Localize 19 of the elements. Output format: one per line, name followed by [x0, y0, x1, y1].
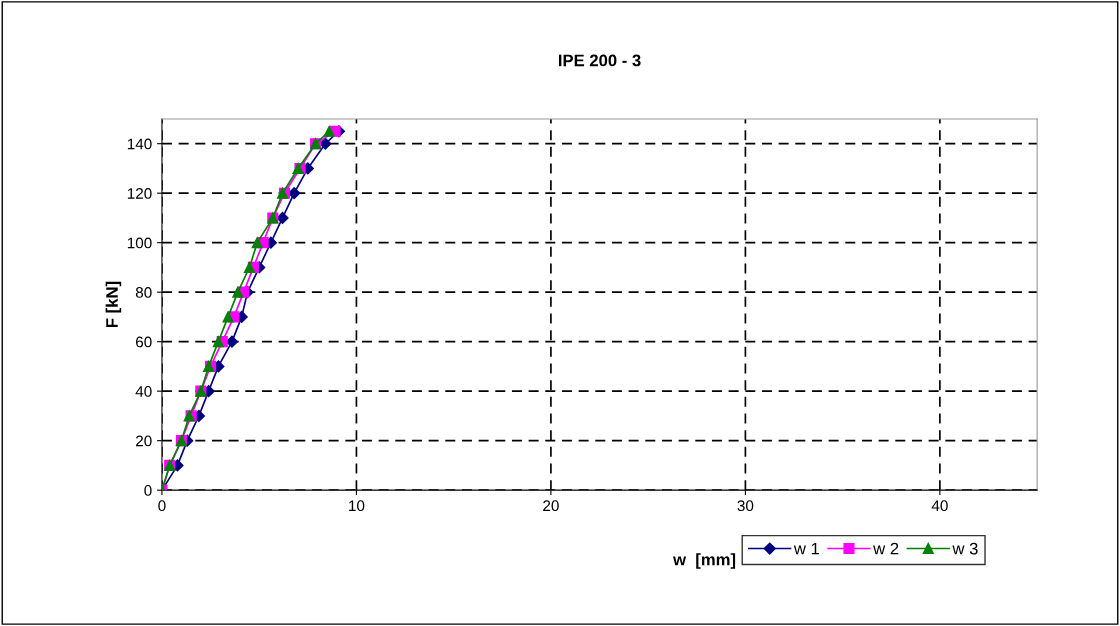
y-tick-label: 0 — [144, 485, 152, 496]
legend-label: w 2 — [873, 542, 899, 555]
y-axis-title: F [kN] — [105, 281, 122, 328]
x-tick-label: 10 — [349, 500, 365, 512]
x-axis-title: w [mm] — [673, 553, 736, 569]
y-tick-label: 40 — [135, 386, 152, 397]
y-tick-label: 60 — [136, 336, 152, 348]
y-tick-label: 80 — [135, 287, 152, 298]
x-tick-label: 0 — [158, 500, 166, 512]
legend-label: w 1 — [793, 542, 820, 555]
y-tick-label: 140 — [127, 138, 152, 150]
x-tick-label: 40 — [931, 500, 948, 512]
y-tick-label: 20 — [136, 435, 152, 447]
legend-label: w 3 — [952, 542, 978, 555]
x-tick-label: 30 — [737, 500, 754, 512]
y-tick-label: 120 — [127, 188, 152, 199]
y-tick-label: 100 — [127, 237, 152, 249]
x-tick-label: 20 — [543, 500, 559, 512]
chart-title: IPE 200 - 3 — [558, 54, 641, 67]
